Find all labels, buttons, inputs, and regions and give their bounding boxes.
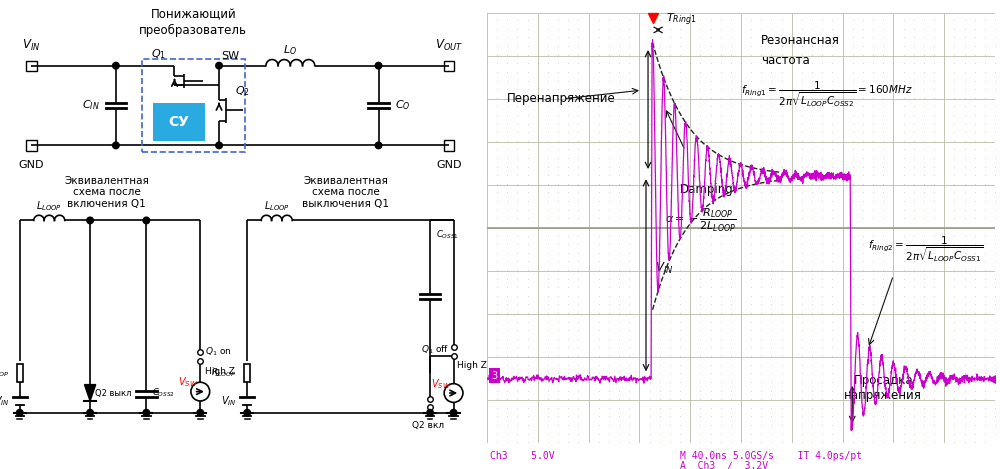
Text: частота: частота — [761, 53, 810, 67]
Bar — [26, 61, 37, 71]
Circle shape — [143, 217, 150, 224]
Text: Damping: Damping — [680, 183, 734, 197]
Text: High Z: High Z — [205, 367, 235, 376]
Text: $V_{IN}$: $V_{IN}$ — [0, 394, 9, 408]
Text: $V_{IN}$: $V_{IN}$ — [22, 38, 41, 53]
Text: $Q_1$ on: $Q_1$ on — [205, 346, 232, 358]
Text: $Q_1$: $Q_1$ — [151, 47, 166, 61]
Circle shape — [216, 142, 222, 149]
Text: $L_O$: $L_O$ — [283, 44, 297, 57]
Polygon shape — [84, 385, 96, 401]
Text: $V_{IN}$: $V_{IN}$ — [655, 261, 673, 276]
Text: Ch3    5.0V: Ch3 5.0V — [490, 451, 555, 461]
Circle shape — [87, 217, 93, 224]
Bar — [444, 140, 454, 151]
Text: $R_{LOOP}$: $R_{LOOP}$ — [0, 367, 9, 379]
Bar — [26, 140, 37, 151]
Text: Эквивалентная
схема после
выключения Q1: Эквивалентная схема после выключения Q1 — [302, 176, 389, 209]
FancyBboxPatch shape — [153, 103, 205, 141]
Text: $f_{Ring2}=\dfrac{1}{2\pi\sqrt{L_{LOOP}C_{OSS1}}}$: $f_{Ring2}=\dfrac{1}{2\pi\sqrt{L_{LOOP}C… — [868, 234, 984, 264]
Text: $Q_1$ off: $Q_1$ off — [421, 343, 449, 356]
Text: $V_{SW}$: $V_{SW}$ — [431, 377, 451, 391]
Text: $C_{OSS2}$: $C_{OSS2}$ — [152, 387, 175, 399]
Circle shape — [87, 409, 93, 416]
Text: A  Ch3  ∕  3.2V: A Ch3 ∕ 3.2V — [680, 460, 768, 469]
Bar — [444, 61, 454, 71]
Text: $\alpha=-\dfrac{R_{LOOP}}{2L_{LOOP}}$: $\alpha=-\dfrac{R_{LOOP}}{2L_{LOOP}}$ — [665, 207, 736, 234]
Circle shape — [113, 62, 119, 69]
Text: $T_{Ring1}$: $T_{Ring1}$ — [666, 11, 697, 28]
Text: $C_O$: $C_O$ — [395, 98, 410, 113]
Text: 3: 3 — [491, 371, 497, 381]
Text: M 40.0ns 5.0GS/s    IT 4.0ps/pt: M 40.0ns 5.0GS/s IT 4.0ps/pt — [680, 451, 862, 461]
Text: $V_{SW}$: $V_{SW}$ — [178, 376, 198, 389]
Text: $V_{IN}$: $V_{IN}$ — [221, 394, 237, 408]
Text: $f_{Ring1}=\dfrac{1}{2\pi\sqrt{L_{LOOP}C_{OSS2}}}=160MHz$: $f_{Ring1}=\dfrac{1}{2\pi\sqrt{L_{LOOP}C… — [741, 80, 913, 109]
Circle shape — [427, 409, 433, 416]
Text: $Q_2$: $Q_2$ — [235, 85, 250, 98]
Bar — [17, 364, 23, 382]
Circle shape — [216, 62, 222, 69]
Text: High Z: High Z — [457, 361, 487, 371]
Text: $L_{LOOP}$: $L_{LOOP}$ — [36, 200, 62, 213]
Text: Q2 выкл: Q2 выкл — [95, 389, 131, 399]
Text: Перенапряжение: Перенапряжение — [507, 92, 616, 105]
Text: Понижающий
преобразователь: Понижающий преобразователь — [139, 8, 247, 37]
Text: $L_{LOOP}$: $L_{LOOP}$ — [264, 200, 290, 213]
Text: Q2 вкл: Q2 вкл — [412, 421, 444, 430]
Circle shape — [113, 142, 119, 149]
Text: Эквивалентная
схема после
включения Q1: Эквивалентная схема после включения Q1 — [64, 176, 149, 209]
Text: GND: GND — [436, 160, 462, 170]
Text: $V_{OUT}$: $V_{OUT}$ — [435, 38, 463, 53]
Circle shape — [197, 409, 204, 416]
Text: Резонансная: Резонансная — [761, 34, 840, 47]
Text: $R_{LOOP}$: $R_{LOOP}$ — [211, 367, 237, 379]
Circle shape — [16, 409, 23, 416]
Text: $C_{IN}$: $C_{IN}$ — [82, 98, 99, 113]
Circle shape — [375, 142, 382, 149]
Bar — [244, 364, 250, 382]
Text: SW: SW — [221, 51, 240, 61]
Text: СУ: СУ — [169, 115, 190, 129]
Circle shape — [143, 409, 150, 416]
Text: $C_{OSS1}$: $C_{OSS1}$ — [436, 228, 459, 241]
Text: Просадка
напряжения: Просадка напряжения — [844, 374, 922, 402]
Circle shape — [375, 62, 382, 69]
Text: GND: GND — [19, 160, 44, 170]
Circle shape — [244, 409, 250, 416]
Circle shape — [450, 409, 457, 416]
